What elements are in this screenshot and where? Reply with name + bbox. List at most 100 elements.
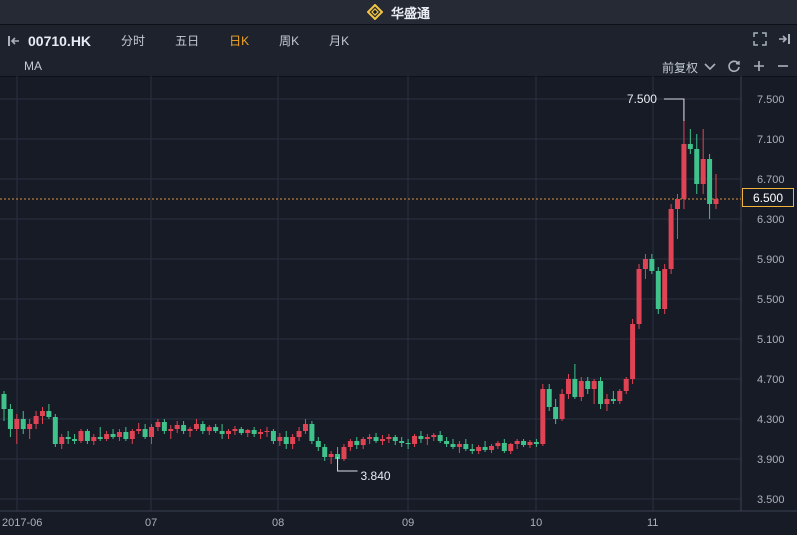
app-title: 华盛通 — [390, 5, 430, 21]
candle-body — [412, 436, 418, 444]
chart-grid — [0, 76, 797, 512]
candle-body — [161, 422, 167, 431]
chevron-down-icon[interactable] — [703, 59, 717, 73]
candle-body — [206, 427, 212, 431]
candle-body — [46, 411, 52, 417]
candle-body — [238, 429, 244, 433]
candle-body — [97, 437, 103, 439]
candle-body — [290, 437, 296, 444]
candle-body — [7, 409, 13, 429]
candle-body — [245, 430, 251, 433]
candle-body — [174, 425, 180, 429]
candle-body — [379, 439, 385, 441]
tab-weekly-k[interactable]: 周K — [279, 34, 300, 48]
candle-body — [450, 444, 456, 447]
candle-body — [65, 437, 71, 439]
candle-body — [168, 429, 174, 431]
tab-monthly-k[interactable]: 月K — [329, 34, 350, 48]
candle-body — [521, 441, 527, 445]
candle-body — [700, 159, 706, 184]
y-tick-label: 6.300 — [757, 214, 785, 226]
y-tick-label: 5.100 — [757, 334, 785, 346]
candle-body — [226, 431, 232, 434]
candle-body — [296, 431, 302, 437]
candle-body — [354, 441, 360, 445]
app-logo-icon — [366, 4, 383, 20]
low-marker-line — [337, 457, 358, 472]
candle-body — [482, 447, 488, 450]
candle-body — [604, 399, 610, 404]
candle-body — [181, 425, 187, 431]
candle-body — [136, 429, 142, 431]
candle-body — [142, 429, 148, 437]
candle-body — [444, 441, 450, 444]
tab-intraday[interactable]: 分时 — [121, 34, 146, 48]
candle-body — [431, 435, 437, 437]
candle-body — [283, 437, 289, 444]
candle-body — [315, 441, 321, 447]
ma-indicator-label[interactable]: MA — [24, 59, 42, 73]
expand-panel-icon[interactable] — [777, 32, 791, 46]
candle-body — [668, 209, 674, 269]
candle-body — [642, 259, 648, 269]
low-price-label: 3.840 — [361, 469, 391, 483]
candle-body — [649, 259, 655, 271]
candle-body — [39, 411, 45, 416]
y-tick-label: 3.500 — [757, 494, 785, 506]
candle-body — [347, 441, 353, 447]
candle-body — [129, 431, 135, 439]
candle-body — [27, 424, 33, 429]
price-adjust-select[interactable]: 前复权 — [662, 61, 699, 75]
candle-body — [591, 381, 597, 389]
candle-body — [322, 447, 328, 457]
candle-body — [495, 443, 501, 446]
y-tick-label: 5.500 — [757, 294, 785, 306]
candle-body — [405, 443, 411, 444]
candle-body — [302, 424, 308, 431]
candle-body — [155, 422, 161, 427]
candle-body — [219, 431, 225, 434]
candle-body — [707, 159, 713, 204]
title-bar: 华盛通 — [0, 0, 797, 25]
zoom-in-icon[interactable] — [752, 59, 766, 73]
candle-body — [617, 391, 623, 401]
candle-body — [456, 444, 462, 447]
candle-body — [104, 434, 110, 439]
y-tick-label: 4.700 — [757, 374, 785, 386]
candle-body — [193, 424, 199, 429]
high-price-label: 7.500 — [627, 92, 657, 106]
refresh-icon[interactable] — [727, 59, 741, 73]
zoom-out-icon[interactable] — [776, 59, 790, 73]
candle-body — [72, 439, 78, 441]
candle-body — [116, 432, 122, 437]
candle-body — [213, 427, 219, 431]
markers-layer: 7.500 3.840 — [337, 92, 685, 483]
candle-body — [540, 389, 546, 444]
tab-daily-k[interactable]: 日K — [229, 34, 250, 48]
candle-body — [309, 424, 315, 441]
collapse-panel-icon[interactable] — [7, 34, 21, 48]
chart-toolbar: 00710.HK 分时 五日 日K 周K 月K — [0, 25, 797, 56]
candle-body — [392, 437, 398, 441]
candle-body — [258, 432, 264, 434]
candle-body — [187, 429, 193, 431]
tab-five-day[interactable]: 五日 — [175, 34, 200, 48]
candle-body — [20, 419, 26, 429]
candle-body — [713, 199, 719, 204]
candle-body — [123, 432, 129, 439]
candle-body — [565, 379, 571, 394]
x-tick-label: 10 — [530, 517, 542, 529]
fullscreen-icon[interactable] — [753, 32, 767, 46]
candle-body — [386, 437, 392, 439]
candle-body — [636, 269, 642, 324]
candle-body — [360, 439, 366, 445]
candlestick-chart[interactable]: 7.500 3.840 7.500 7.100 6.700 6.300 5.900 5.50… — [0, 76, 797, 535]
candle-body — [553, 407, 559, 419]
y-axis: 7.500 7.100 6.700 6.300 5.900 5.500 5.100 4.700… — [757, 94, 785, 506]
x-tick-label: 11 — [647, 517, 658, 529]
candle-body — [270, 431, 276, 441]
candle-body — [681, 144, 687, 199]
x-tick-label: 08 — [272, 517, 284, 529]
x-axis: 2017-06 07 08 09 10 11 — [2, 517, 658, 529]
candle-body — [687, 144, 693, 149]
